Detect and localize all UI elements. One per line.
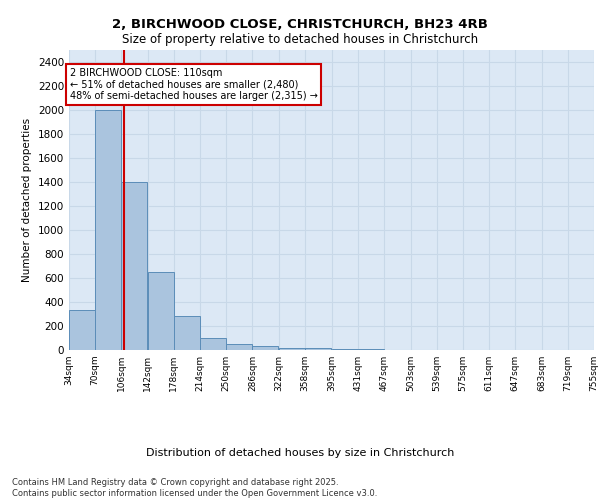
Bar: [121, 182, 148, 350]
Bar: [253, 346, 278, 350]
Bar: [148, 272, 173, 350]
Bar: [95, 110, 121, 350]
Text: Contains HM Land Registry data © Crown copyright and database right 2025.
Contai: Contains HM Land Registry data © Crown c…: [12, 478, 377, 498]
Bar: [174, 316, 200, 350]
Bar: [332, 349, 358, 350]
Bar: [305, 348, 331, 350]
Text: 2 BIRCHWOOD CLOSE: 110sqm
← 51% of detached houses are smaller (2,480)
48% of se: 2 BIRCHWOOD CLOSE: 110sqm ← 51% of detac…: [70, 68, 317, 101]
Bar: [279, 348, 305, 350]
Y-axis label: Number of detached properties: Number of detached properties: [22, 118, 32, 282]
Bar: [200, 338, 226, 350]
Bar: [226, 344, 252, 350]
Text: Distribution of detached houses by size in Christchurch: Distribution of detached houses by size …: [146, 448, 454, 458]
Text: Size of property relative to detached houses in Christchurch: Size of property relative to detached ho…: [122, 32, 478, 46]
Bar: [69, 310, 95, 350]
Text: 2, BIRCHWOOD CLOSE, CHRISTCHURCH, BH23 4RB: 2, BIRCHWOOD CLOSE, CHRISTCHURCH, BH23 4…: [112, 18, 488, 30]
